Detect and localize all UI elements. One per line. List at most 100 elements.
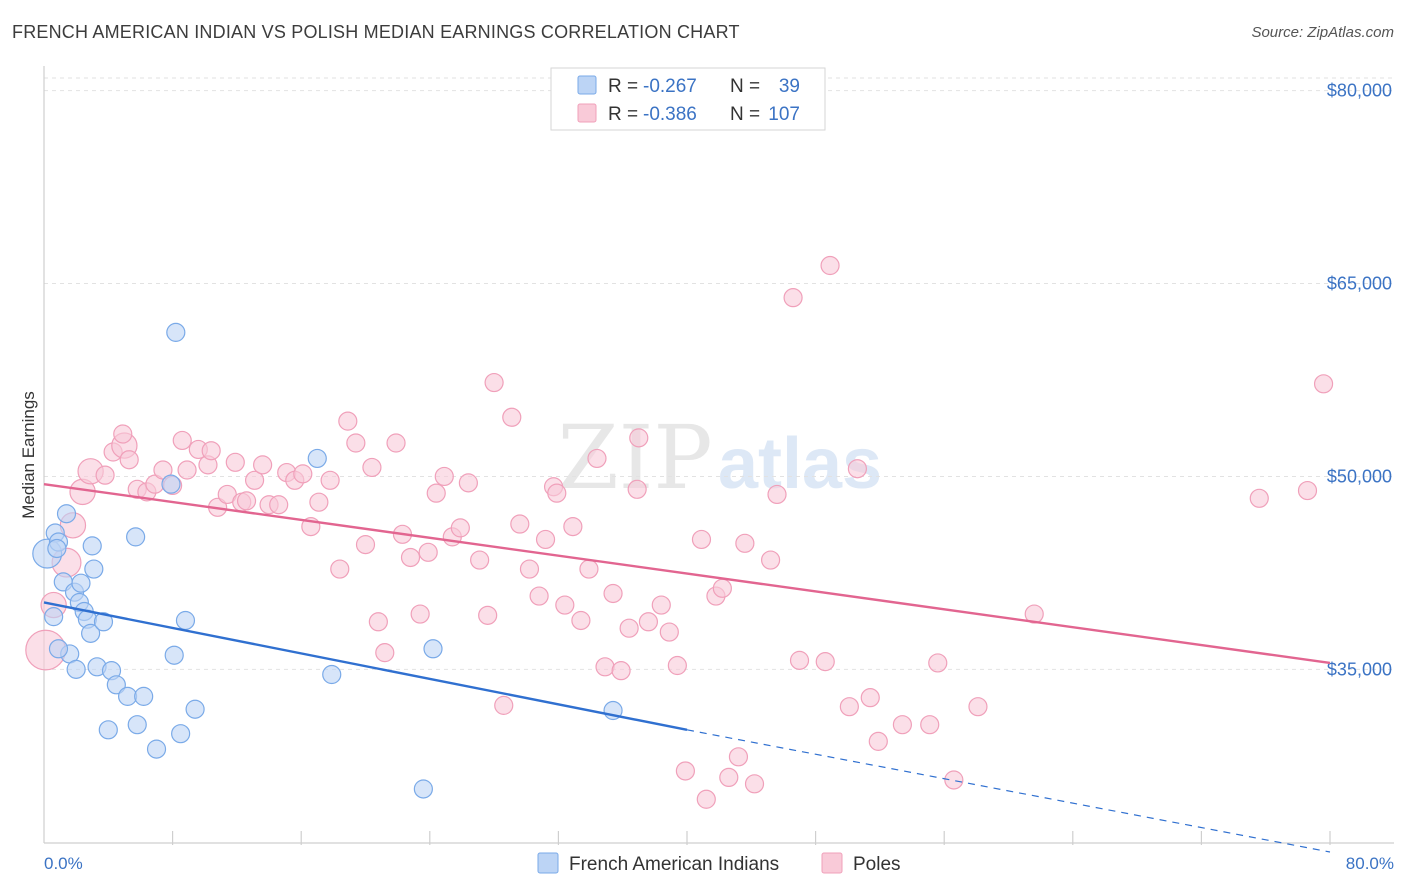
point-french (126, 527, 146, 547)
point-poles (1249, 488, 1269, 508)
point-poles (434, 466, 454, 487)
point-poles (1313, 374, 1334, 394)
point-french (44, 607, 64, 627)
point-french (81, 623, 101, 643)
point-french (56, 504, 77, 524)
stats-r-value: -0.267 (643, 76, 697, 97)
point-poles (225, 452, 245, 472)
stats-swatch-poles-border (577, 103, 597, 123)
point-poles (529, 586, 549, 606)
point-poles (494, 695, 514, 715)
point-poles (355, 535, 376, 555)
point-poles (519, 559, 540, 579)
point-poles (789, 650, 810, 670)
point-poles (478, 605, 498, 625)
point-poles (113, 424, 133, 444)
point-poles (928, 653, 948, 673)
point-poles (629, 428, 649, 448)
point-french (98, 720, 118, 740)
point-poles (484, 372, 504, 393)
point-poles (651, 595, 671, 615)
point-poles (820, 255, 840, 276)
point-poles (696, 789, 716, 809)
y-tick-label: $50,000 (1327, 466, 1392, 486)
trend-line-poles (43, 482, 1331, 665)
point-poles (638, 612, 659, 632)
point-french (171, 724, 191, 744)
point-french (66, 659, 86, 679)
y-tick-label: $80,000 (1327, 81, 1392, 101)
point-french (166, 322, 186, 342)
stats-r-value: -0.386 (643, 104, 697, 125)
trend-lines (43, 482, 1331, 853)
point-poles (744, 774, 765, 794)
point-poles (375, 643, 395, 663)
point-french (146, 739, 167, 759)
bottom-legend: French American Indians Poles (537, 852, 901, 875)
point-poles (119, 450, 139, 470)
legend-item-french[interactable]: French American Indians (537, 852, 779, 875)
legend-item-poles[interactable]: Poles (821, 852, 901, 875)
point-french (48, 639, 69, 659)
point-poles (667, 655, 687, 676)
point-poles (619, 618, 639, 638)
point-french (106, 675, 126, 695)
point-poles (659, 622, 679, 642)
point-poles (868, 731, 888, 751)
point-poles (579, 559, 599, 579)
point-poles (346, 433, 366, 453)
point-poles (719, 767, 739, 788)
legend-swatch-poles (822, 853, 842, 873)
point-poles (172, 430, 192, 451)
point-poles (338, 411, 358, 431)
point-french (423, 639, 443, 659)
point-poles (547, 483, 567, 503)
point-poles (728, 747, 749, 767)
point-french (413, 779, 433, 799)
point-poles (269, 495, 289, 515)
y-tick-label: $35,000 (1327, 659, 1392, 679)
stats-n-label: N = (730, 104, 760, 125)
y-axis-label: Median Earnings (19, 391, 38, 519)
point-poles (847, 459, 867, 479)
point-poles (675, 761, 695, 781)
point-poles (920, 715, 940, 735)
point-poles (95, 465, 115, 485)
point-poles (470, 550, 490, 570)
point-poles (603, 583, 623, 604)
y-tick-labels: $35,000 $50,000 $65,000 $80,000 (1327, 81, 1392, 680)
x-tick-label-min: 0.0% (44, 854, 83, 873)
point-poles (293, 464, 313, 484)
point-poles (555, 595, 575, 615)
point-poles (426, 483, 446, 503)
point-french (175, 610, 196, 631)
y-tick-label: $65,000 (1327, 274, 1392, 294)
point-poles (735, 533, 755, 553)
point-poles (595, 657, 615, 677)
source-note: Source: ZipAtlas.com (1251, 24, 1394, 41)
point-poles (563, 516, 583, 537)
stats-n-value: 39 (779, 76, 800, 97)
stats-box-frame (550, 67, 826, 131)
stats-r-label: R = (608, 76, 638, 97)
point-poles (783, 288, 803, 308)
point-french (47, 538, 67, 559)
point-poles (410, 604, 430, 624)
point-french (71, 573, 91, 593)
point-poles (386, 433, 406, 453)
data-points (25, 255, 1334, 809)
point-poles (502, 407, 522, 427)
point-poles (244, 470, 265, 490)
point-poles (458, 473, 478, 493)
point-poles (330, 559, 350, 579)
trend-line-french-extension (686, 729, 1331, 853)
stats-n-label: N = (730, 76, 760, 97)
point-poles (236, 491, 257, 511)
point-french (134, 686, 154, 706)
stats-swatch-french (578, 76, 596, 94)
point-poles (400, 547, 421, 568)
point-french (307, 448, 327, 469)
legend-swatch-poles-border (821, 852, 843, 874)
point-french (84, 559, 104, 579)
